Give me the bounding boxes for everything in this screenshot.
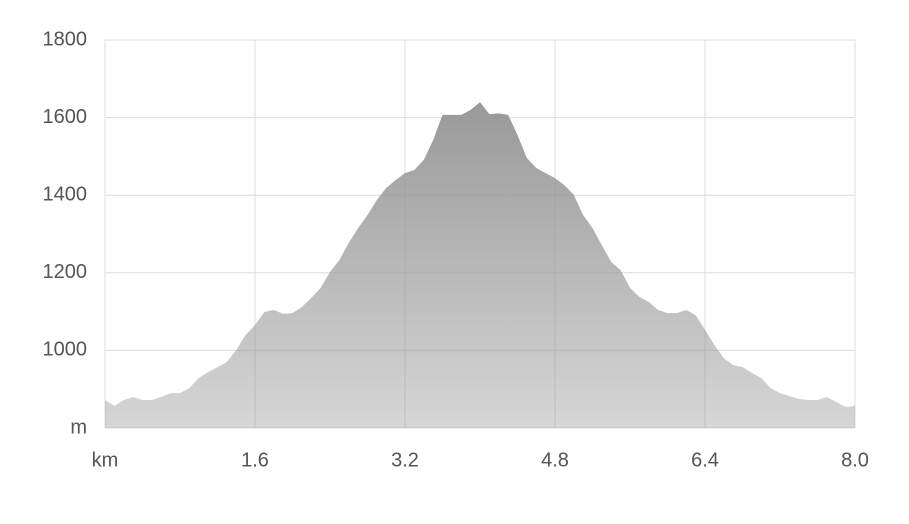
x-tick-label: 8.0 (841, 449, 869, 471)
x-tick-label: 4.8 (541, 449, 569, 471)
x-tick-label: 1.6 (241, 449, 269, 471)
x-tick-label: 3.2 (391, 449, 419, 471)
y-tick-label: 1200 (43, 261, 88, 283)
y-tick-label: 1000 (43, 339, 88, 361)
x-tick-label: 6.4 (691, 449, 719, 471)
y-tick-label: 1400 (43, 183, 88, 205)
y-tick-label: 1800 (43, 28, 88, 50)
elevation-area (105, 102, 855, 428)
y-tick-label: m (70, 416, 87, 438)
y-tick-label: 1600 (43, 106, 88, 128)
x-tick-label: km (92, 449, 119, 471)
